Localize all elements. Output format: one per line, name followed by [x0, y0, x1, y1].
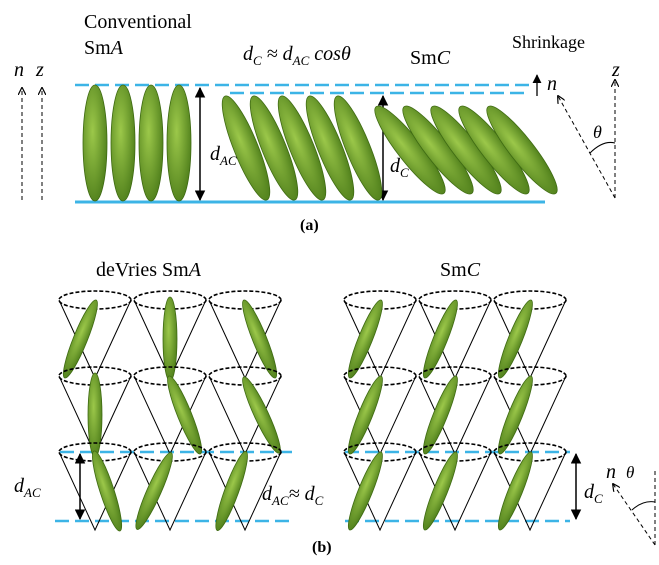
molecule	[493, 297, 537, 380]
label: n	[14, 59, 24, 81]
molecule	[88, 373, 102, 457]
molecule	[418, 373, 462, 456]
label: n	[606, 461, 616, 483]
theta-arc	[632, 502, 655, 510]
label: AC	[23, 485, 41, 500]
label: C	[467, 259, 481, 281]
molecule	[167, 85, 191, 201]
label: ≈	[262, 43, 283, 65]
n-axis	[613, 484, 655, 545]
label: deVries SmA	[96, 259, 202, 281]
molecule	[343, 373, 387, 456]
molecule	[131, 450, 178, 532]
panel-label: (a)	[300, 217, 319, 234]
layout	[22, 75, 655, 545]
label: θ	[593, 122, 602, 142]
label: Conventional	[84, 11, 192, 33]
panel-label: (b)	[312, 539, 332, 556]
label: ≈	[289, 483, 305, 505]
label: Shrinkage	[512, 32, 585, 52]
label: SmC	[410, 47, 451, 69]
molecule	[163, 297, 177, 381]
label: C	[400, 165, 409, 180]
label: z	[611, 59, 620, 81]
label: dAC	[14, 475, 41, 500]
molecule	[58, 297, 102, 380]
label: Sm	[410, 47, 437, 69]
molecule	[111, 85, 135, 201]
label: Sm	[440, 259, 467, 281]
theta-arc	[590, 142, 615, 153]
n-axis	[558, 96, 615, 198]
label: dAC≈ dC	[262, 483, 324, 508]
label: C	[253, 53, 262, 68]
label: Sm	[84, 37, 111, 59]
label: z	[35, 59, 44, 81]
label: AC	[219, 153, 237, 168]
molecule	[418, 297, 462, 380]
label: A	[187, 259, 202, 281]
molecule	[83, 85, 107, 201]
label: AC	[292, 53, 310, 68]
label: A	[109, 37, 124, 59]
label: C	[594, 491, 603, 506]
label: θ	[626, 463, 634, 482]
molecule	[237, 297, 281, 380]
label: C	[315, 493, 324, 508]
molecule	[139, 85, 163, 201]
diagram: Conventional SmA dC ≈ dAC cosθ SmC Shrin…	[0, 0, 659, 565]
formula: dC ≈ dAC cosθ	[243, 43, 351, 68]
label: deVries Sm	[96, 259, 189, 281]
label: AC	[271, 493, 289, 508]
label: cosθ	[309, 43, 351, 65]
label: SmA	[84, 37, 124, 59]
label: C	[437, 47, 451, 69]
molecule	[493, 373, 537, 456]
label: n	[547, 73, 557, 95]
label: dC	[584, 481, 603, 506]
molecule	[162, 373, 206, 456]
label: SmC	[440, 259, 481, 281]
molecule	[343, 297, 387, 380]
